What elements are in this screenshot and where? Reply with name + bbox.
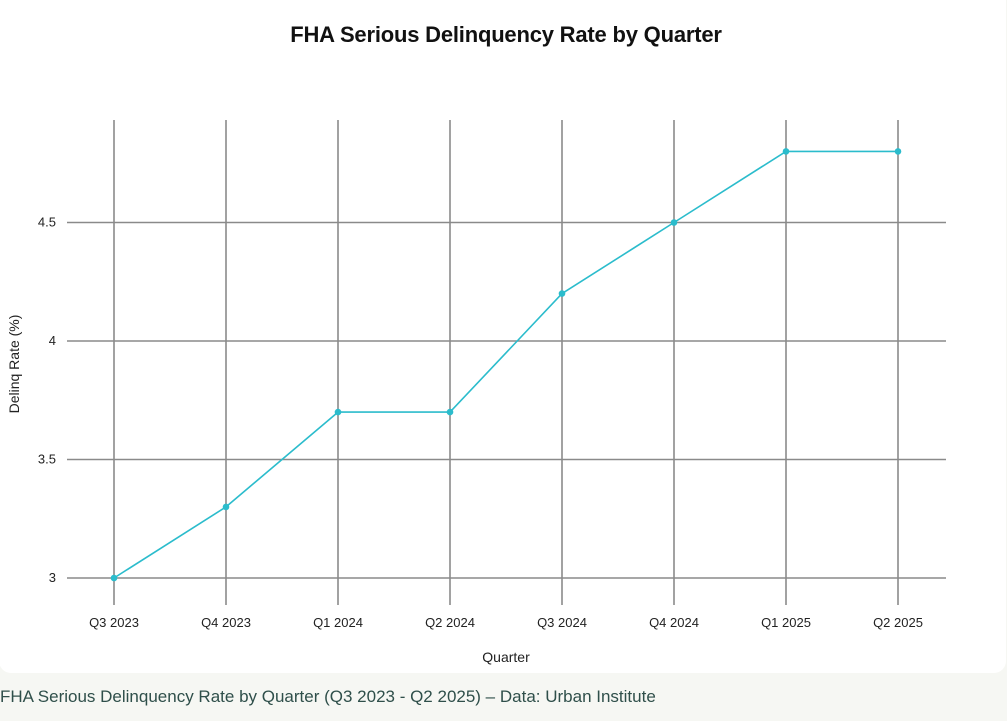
x-tick-label: Q2 2025 bbox=[873, 615, 923, 630]
x-tick-label: Q3 2023 bbox=[89, 615, 139, 630]
data-point bbox=[334, 408, 342, 416]
chart-title: FHA Serious Delinquency Rate by Quarter bbox=[290, 22, 722, 47]
data-point bbox=[670, 219, 678, 226]
y-tick-label: 4 bbox=[49, 333, 56, 348]
x-tick-label: Q1 2024 bbox=[313, 615, 363, 630]
series-layer bbox=[110, 148, 902, 582]
x-tick-label: Q3 2024 bbox=[537, 615, 587, 630]
axis-layer: 3 3.5 4 4.5 Q3 2023 Q4 2023 Q1 2024 Q2 2024 Q3 2… bbox=[38, 215, 923, 631]
data-point bbox=[894, 148, 902, 155]
y-tick-label: 3 bbox=[49, 570, 56, 585]
grid-layer bbox=[67, 120, 946, 605]
line-chart: 3 3.5 4 4.5 Q3 2023 Q4 2023 Q1 2024 Q2 2024 Q3 2… bbox=[6, 120, 946, 665]
x-tick-label: Q4 2024 bbox=[649, 615, 699, 630]
series-line bbox=[113, 150, 898, 579]
data-point bbox=[110, 574, 118, 582]
figure-caption: FHA Serious Delinquency Rate by Quarter … bbox=[0, 687, 656, 706]
x-tick-label: Q2 2024 bbox=[425, 615, 475, 630]
x-tick-label: Q4 2023 bbox=[201, 615, 251, 630]
data-point bbox=[782, 148, 790, 155]
y-tick-label: 3.5 bbox=[38, 452, 56, 467]
y-tick-label: 4.5 bbox=[38, 215, 56, 230]
data-point bbox=[558, 290, 566, 297]
x-tick-label: Q1 2025 bbox=[761, 615, 811, 630]
chart-card: FHA Serious Delinquency Rate by Quarter … bbox=[0, 0, 1006, 673]
data-point bbox=[446, 408, 454, 416]
x-axis-label: Quarter bbox=[482, 649, 530, 665]
data-point bbox=[222, 503, 230, 511]
y-axis-label: Delinq Rate (%) bbox=[6, 315, 22, 414]
